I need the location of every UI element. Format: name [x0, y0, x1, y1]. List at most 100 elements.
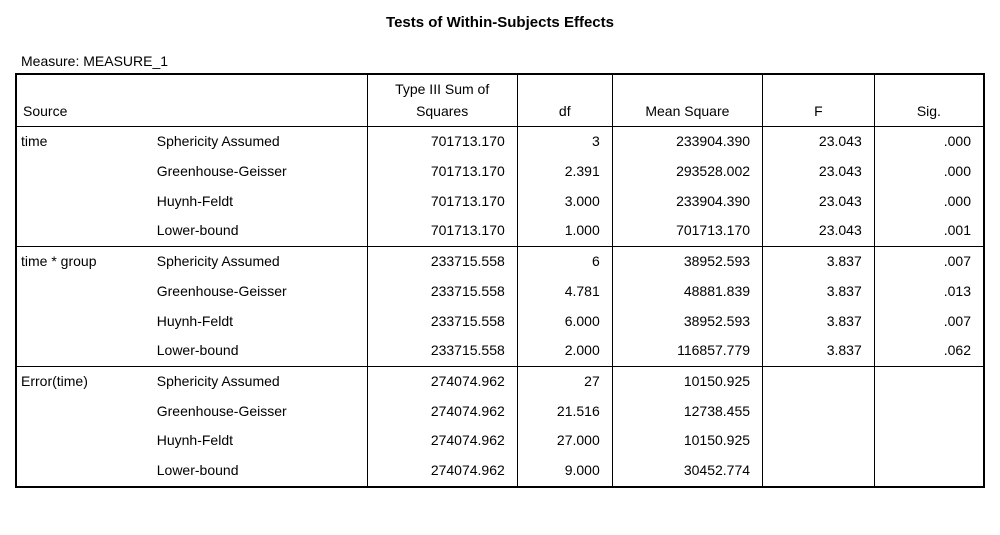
method-cell: Huynh-Feldt [149, 187, 367, 217]
df-cell: 1.000 [517, 216, 612, 246]
df-cell: 9.000 [517, 456, 612, 487]
col-df: df [517, 74, 612, 127]
source-cell [16, 336, 149, 366]
page-title: Tests of Within-Subjects Effects [15, 14, 985, 31]
ss-cell: 701713.170 [367, 216, 517, 246]
measure-label: Measure: MEASURE_1 [21, 53, 985, 69]
sig-cell: .007 [874, 307, 984, 337]
col-ms: Mean Square [612, 74, 762, 127]
col-source: Source [16, 74, 367, 127]
ss-cell: 701713.170 [367, 157, 517, 187]
ms-cell: 30452.774 [612, 456, 762, 487]
sig-cell: .000 [874, 187, 984, 217]
method-cell: Huynh-Feldt [149, 307, 367, 337]
f-cell: 3.837 [763, 247, 875, 277]
source-cell [16, 397, 149, 427]
df-cell: 27.000 [517, 426, 612, 456]
sig-cell: .062 [874, 336, 984, 366]
table-row: Greenhouse-Geisser701713.1702.391293528.… [16, 157, 984, 187]
table-row: Greenhouse-Geisser274074.96221.51612738.… [16, 397, 984, 427]
table-row: Huynh-Feldt274074.96227.00010150.925 [16, 426, 984, 456]
source-cell: time [16, 127, 149, 157]
sig-cell: .007 [874, 247, 984, 277]
method-cell: Sphericity Assumed [149, 247, 367, 277]
source-cell: Error(time) [16, 366, 149, 396]
sig-cell [874, 456, 984, 487]
f-cell [763, 397, 875, 427]
table-row: Huynh-Feldt233715.5586.00038952.5933.837… [16, 307, 984, 337]
col-sig: Sig. [874, 74, 984, 127]
ss-cell: 233715.558 [367, 336, 517, 366]
ss-cell: 274074.962 [367, 456, 517, 487]
ss-cell: 701713.170 [367, 127, 517, 157]
table-row: Error(time)Sphericity Assumed274074.9622… [16, 366, 984, 396]
f-cell [763, 366, 875, 396]
df-cell: 2.000 [517, 336, 612, 366]
method-cell: Huynh-Feldt [149, 426, 367, 456]
table-row: Greenhouse-Geisser233715.5584.78148881.8… [16, 277, 984, 307]
f-cell: 23.043 [763, 216, 875, 246]
header-row: Source Type III Sum of Squares df Mean S… [16, 74, 984, 127]
df-cell: 6 [517, 247, 612, 277]
sig-cell [874, 397, 984, 427]
table-row: time * groupSphericity Assumed233715.558… [16, 247, 984, 277]
table-row: Lower-bound233715.5582.000116857.7793.83… [16, 336, 984, 366]
source-cell: time * group [16, 247, 149, 277]
method-cell: Lower-bound [149, 336, 367, 366]
method-cell: Sphericity Assumed [149, 366, 367, 396]
ms-cell: 10150.925 [612, 366, 762, 396]
ms-cell: 12738.455 [612, 397, 762, 427]
method-cell: Greenhouse-Geisser [149, 277, 367, 307]
source-cell [16, 187, 149, 217]
table-row: Lower-bound701713.1701.000701713.17023.0… [16, 216, 984, 246]
col-f: F [763, 74, 875, 127]
ss-cell: 233715.558 [367, 247, 517, 277]
sig-cell: .013 [874, 277, 984, 307]
col-ss: Type III Sum of Squares [367, 74, 517, 127]
table-row: Huynh-Feldt701713.1703.000233904.39023.0… [16, 187, 984, 217]
ms-cell: 38952.593 [612, 247, 762, 277]
sig-cell: .001 [874, 216, 984, 246]
sig-cell: .000 [874, 157, 984, 187]
f-cell: 3.837 [763, 336, 875, 366]
method-cell: Sphericity Assumed [149, 127, 367, 157]
f-cell: 23.043 [763, 127, 875, 157]
f-cell: 3.837 [763, 307, 875, 337]
source-cell [16, 307, 149, 337]
df-cell: 27 [517, 366, 612, 396]
sig-cell [874, 366, 984, 396]
ms-cell: 233904.390 [612, 187, 762, 217]
source-cell [16, 157, 149, 187]
ms-cell: 293528.002 [612, 157, 762, 187]
df-cell: 6.000 [517, 307, 612, 337]
ss-cell: 233715.558 [367, 307, 517, 337]
ss-cell: 274074.962 [367, 366, 517, 396]
anova-table: Source Type III Sum of Squares df Mean S… [15, 73, 985, 488]
source-cell [16, 456, 149, 487]
df-cell: 3 [517, 127, 612, 157]
ms-cell: 48881.839 [612, 277, 762, 307]
df-cell: 2.391 [517, 157, 612, 187]
table-row: Lower-bound274074.9629.00030452.774 [16, 456, 984, 487]
ms-cell: 10150.925 [612, 426, 762, 456]
ms-cell: 38952.593 [612, 307, 762, 337]
f-cell [763, 426, 875, 456]
ss-cell: 274074.962 [367, 426, 517, 456]
ss-cell: 274074.962 [367, 397, 517, 427]
f-cell: 23.043 [763, 187, 875, 217]
table-row: timeSphericity Assumed701713.1703233904.… [16, 127, 984, 157]
method-cell: Lower-bound [149, 216, 367, 246]
ss-cell: 233715.558 [367, 277, 517, 307]
ms-cell: 233904.390 [612, 127, 762, 157]
f-cell: 3.837 [763, 277, 875, 307]
ms-cell: 701713.170 [612, 216, 762, 246]
f-cell: 23.043 [763, 157, 875, 187]
df-cell: 21.516 [517, 397, 612, 427]
sig-cell: .000 [874, 127, 984, 157]
source-cell [16, 426, 149, 456]
source-cell [16, 277, 149, 307]
ss-cell: 701713.170 [367, 187, 517, 217]
f-cell [763, 456, 875, 487]
method-cell: Greenhouse-Geisser [149, 397, 367, 427]
sig-cell [874, 426, 984, 456]
